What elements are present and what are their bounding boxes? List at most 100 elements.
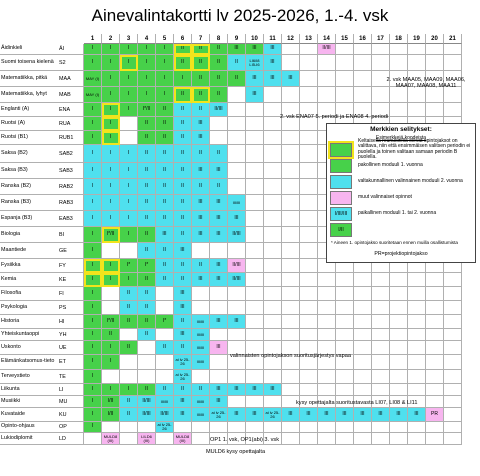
period-cell: II: [174, 103, 192, 117]
period-cell: III: [174, 329, 192, 341]
legend-swatch: I/II: [330, 222, 352, 237]
period-cell: [210, 370, 228, 384]
period-cell: [300, 179, 318, 195]
period-cell: [300, 44, 318, 55]
period-cell: [408, 301, 426, 315]
period-cell: II: [138, 179, 156, 195]
period-cell: III: [336, 408, 354, 422]
period-cell: I: [84, 355, 102, 370]
period-cell: [444, 273, 462, 287]
period-cell: II: [156, 179, 174, 195]
legend-subtitle: Esimerkkejä koodeista: [375, 135, 427, 141]
period-cell: [138, 422, 156, 433]
period-cell: [318, 329, 336, 341]
period-cell: [246, 103, 264, 117]
period-cell: [300, 117, 318, 131]
period-cell: [336, 341, 354, 355]
period-cell: I: [138, 87, 156, 103]
column-header: 15: [336, 34, 354, 44]
period-cell: I: [84, 315, 102, 329]
period-cell: II: [192, 71, 210, 87]
period-cell: II: [228, 55, 246, 71]
period-cell: III: [174, 408, 192, 422]
period-cell: [372, 341, 390, 355]
period-cell: III/III: [192, 329, 210, 341]
period-cell: III: [210, 384, 228, 396]
period-cell: II/III: [138, 408, 156, 422]
period-cell: [390, 422, 408, 433]
legend-items: Keltaisella reunuksella olevat opintojak…: [327, 138, 475, 237]
subject-code: LI: [58, 384, 84, 396]
period-cell: [390, 396, 408, 408]
period-cell: [264, 341, 282, 355]
period-cell: [318, 55, 336, 71]
period-cell: III: [228, 44, 246, 55]
period-cell: [210, 433, 228, 445]
period-cell: [354, 433, 372, 445]
period-cell: I: [84, 103, 102, 117]
period-cell: [228, 329, 246, 341]
period-cell: III: [210, 163, 228, 179]
legend-text: pakollinen moduuli 1. vuonna: [358, 161, 423, 168]
period-cell: [300, 87, 318, 103]
period-cell: [426, 396, 444, 408]
period-cell: I*/II: [138, 103, 156, 117]
period-cell: II: [138, 211, 156, 227]
period-cell: ai lv 25-26: [174, 355, 192, 370]
period-cell: [444, 422, 462, 433]
period-cell: III: [228, 408, 246, 422]
subject-code: PS: [58, 301, 84, 315]
period-cell: II: [210, 179, 228, 195]
period-cell: [282, 179, 300, 195]
period-cell: I: [120, 163, 138, 179]
period-cell: [390, 71, 408, 87]
period-cell: [228, 243, 246, 259]
period-cell: [336, 103, 354, 117]
period-cell: [408, 329, 426, 341]
period-cell: I: [84, 227, 102, 243]
period-cell: III/III: [192, 315, 210, 329]
period-cell: [444, 55, 462, 71]
period-cell: II: [174, 195, 192, 211]
period-cell: II: [120, 396, 138, 408]
period-cell: II: [156, 273, 174, 287]
period-cell: III: [210, 227, 228, 243]
period-cell: [408, 287, 426, 301]
period-cell: [336, 55, 354, 71]
period-cell: III: [156, 227, 174, 243]
period-cell: [102, 370, 120, 384]
period-cell: [408, 71, 426, 87]
period-cell: [264, 103, 282, 117]
period-cell: [336, 287, 354, 301]
period-cell: II: [156, 163, 174, 179]
subject-name: Biologia: [0, 227, 58, 243]
period-cell: LILD6 (III): [138, 433, 156, 445]
subject-code: YH: [58, 329, 84, 341]
period-cell: [300, 355, 318, 370]
period-cell: II: [138, 287, 156, 301]
period-cell: [372, 422, 390, 433]
period-cell: [282, 355, 300, 370]
period-cell: II: [120, 287, 138, 301]
subject-code: RAB3: [58, 195, 84, 211]
period-cell: II: [156, 103, 174, 117]
period-cell: [408, 396, 426, 408]
period-cell: I: [120, 71, 138, 87]
period-cell: II: [156, 117, 174, 131]
period-cell: III: [228, 315, 246, 329]
subject-name: Maantiede: [0, 243, 58, 259]
legend-item: valtakunnallinen valinnainen moduuli 2. …: [327, 174, 475, 189]
period-cell: [390, 87, 408, 103]
period-cell: III: [192, 227, 210, 243]
period-cell: [318, 287, 336, 301]
period-cell: I: [102, 71, 120, 87]
period-cell: [336, 433, 354, 445]
period-cell: [318, 433, 336, 445]
period-cell: [426, 87, 444, 103]
period-cell: [354, 384, 372, 396]
period-cell: [120, 131, 138, 145]
period-cell: [408, 433, 426, 445]
period-cell: III: [192, 273, 210, 287]
period-cell: [318, 315, 336, 329]
period-cell: [264, 329, 282, 341]
